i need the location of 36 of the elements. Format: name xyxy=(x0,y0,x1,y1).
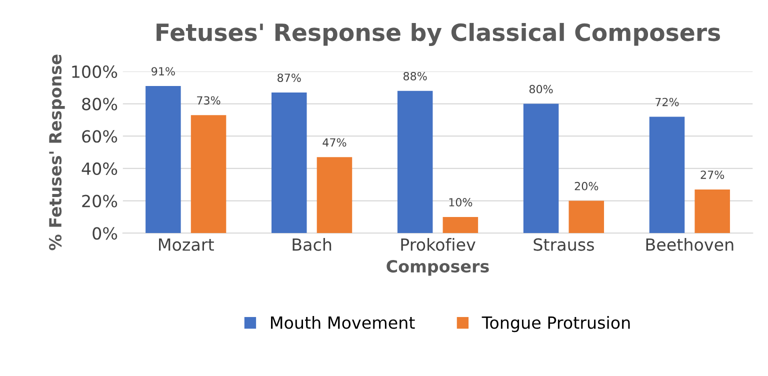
y-tick-label: 80% xyxy=(82,98,118,110)
bar xyxy=(397,90,433,234)
x-tick-label: Strauss xyxy=(534,238,594,251)
bar xyxy=(649,116,685,234)
data-label: 27% xyxy=(700,170,724,179)
data-label: 20% xyxy=(574,182,598,190)
data-label: 73% xyxy=(197,96,220,105)
x-tick-label: Prokofiev xyxy=(401,238,476,251)
bar xyxy=(568,200,604,234)
chart-title: Fetuses' Response by Classical Composers xyxy=(156,22,720,46)
bar xyxy=(694,189,730,234)
y-tick-label: 20% xyxy=(82,194,118,208)
y-tick-label: 60% xyxy=(82,130,118,143)
bar xyxy=(146,86,181,234)
bar xyxy=(316,157,352,234)
y-tick-label: 100% xyxy=(72,65,118,78)
bar xyxy=(523,104,559,234)
y-axis-title: % Fetuses' Response xyxy=(48,54,65,250)
data-label: 80% xyxy=(529,84,553,94)
data-label: 47% xyxy=(322,138,346,147)
bar xyxy=(272,92,307,234)
data-label: 10% xyxy=(449,198,472,206)
legend-label: Mouth Movement xyxy=(271,316,415,329)
bar xyxy=(442,216,478,234)
x-tick-label: Bach xyxy=(292,238,332,251)
y-tick-label: 0% xyxy=(92,227,118,240)
data-label: 87% xyxy=(278,74,301,82)
y-tick-label: 40% xyxy=(82,162,118,176)
data-label: 88% xyxy=(403,72,427,80)
bar xyxy=(190,115,226,234)
data-label: 72% xyxy=(656,98,679,106)
data-label: 91% xyxy=(152,67,175,76)
x-tick-label: Beethoven xyxy=(646,238,734,251)
x-axis-title: Composers xyxy=(386,260,489,276)
x-tick-label: Mozart xyxy=(159,238,214,251)
legend-label: Tongue Protrusion xyxy=(482,316,630,332)
